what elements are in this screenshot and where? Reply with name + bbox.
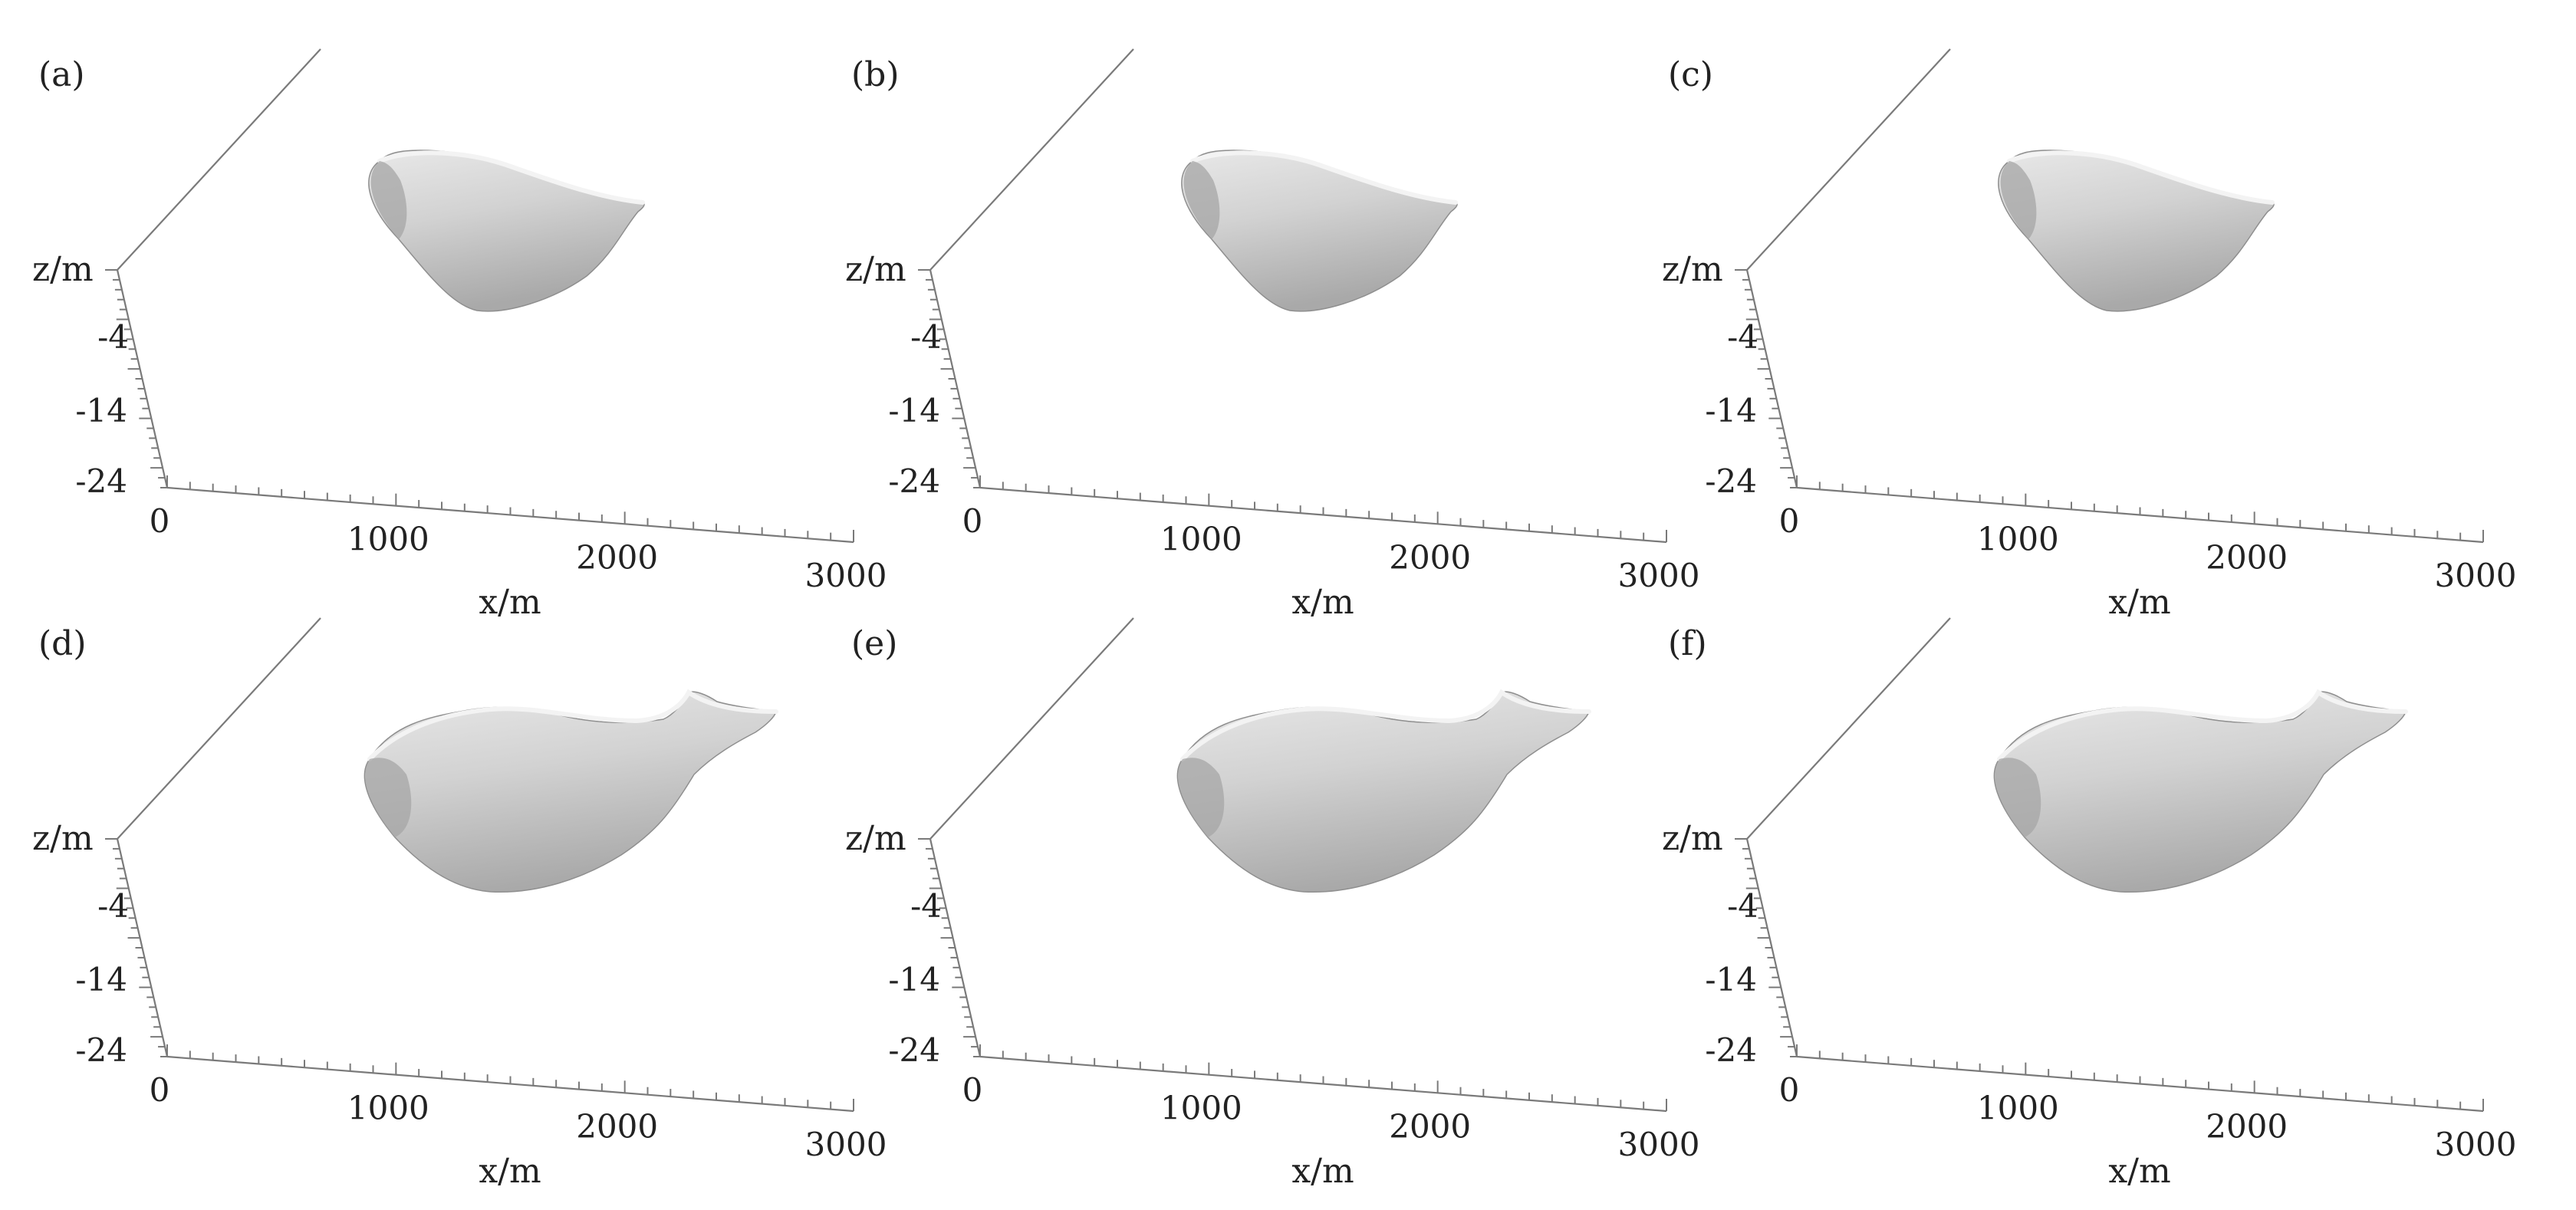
y-axis-line <box>117 617 321 840</box>
x-tick-label: 2000 <box>2206 538 2288 576</box>
x-tick-label: 3000 <box>805 557 887 594</box>
panel: (c) z/m-4 -14 -24 0 1000 2000 3000 x/m <box>1662 48 2517 622</box>
x-tick-label: 3000 <box>805 1126 887 1163</box>
z-tick-label: -4 <box>1727 318 1758 356</box>
z-tick-label: -4 <box>910 318 942 356</box>
y-axis-line <box>117 48 321 271</box>
panel: (f) z/m-4 -14 -24 0 1000 2000 3000 x/m <box>1662 617 2517 1191</box>
y-axis-line <box>1746 48 1951 271</box>
x-tick-label: 3000 <box>2435 557 2517 594</box>
y-axis-line <box>929 617 1134 840</box>
z-axis-label: z/m <box>845 819 906 858</box>
panel-label: (f) <box>1668 624 1707 663</box>
z-tick-label: -24 <box>1705 1031 1757 1069</box>
z-tick-label: -24 <box>75 462 127 500</box>
surface-shape <box>1176 689 1591 893</box>
z-tick-label: -24 <box>75 1031 127 1069</box>
x-axis-label: x/m <box>1291 1152 1354 1191</box>
x-axis-label: x/m <box>2108 583 2170 622</box>
x-axis-label: x/m <box>479 1152 541 1191</box>
x-tick-label: 0 <box>150 1071 170 1109</box>
y-axis-line <box>1746 617 1951 840</box>
panel: (a) z/m-4 -14 -24 0 1000 2000 3000 x/m <box>32 48 887 622</box>
x-tick-label: 0 <box>1779 1071 1800 1109</box>
surface-shape <box>368 150 645 312</box>
panel-label: (c) <box>1668 55 1713 94</box>
panel: (d) z/m-4 -14 -24 0 1000 2000 3000 x/m <box>32 617 887 1191</box>
x-axis-label: x/m <box>479 583 541 622</box>
z-tick-label: -14 <box>1705 392 1757 429</box>
z-tick-label: -14 <box>888 392 940 429</box>
x-tick-label: 1000 <box>1160 1090 1242 1127</box>
z-tick-label: -14 <box>75 961 127 998</box>
x-tick-label: 0 <box>150 502 170 540</box>
x-tick-label: 0 <box>1779 502 1800 540</box>
x-tick-label: 1000 <box>347 1090 429 1127</box>
x-tick-label: 2000 <box>576 538 658 576</box>
z-tick-label: -24 <box>1705 462 1757 500</box>
x-tick-label: 3000 <box>1618 557 1700 594</box>
surface-shape <box>1181 150 1458 312</box>
z-axis-label: z/m <box>1662 819 1723 858</box>
panel-label: (d) <box>38 624 87 663</box>
x-tick-label: 1000 <box>347 521 429 558</box>
x-tick-label: 3000 <box>1618 1126 1700 1163</box>
z-tick-label: -14 <box>75 392 127 429</box>
panel-label: (e) <box>851 624 897 663</box>
panel-label: (b) <box>851 55 900 94</box>
z-tick-label: -24 <box>888 1031 940 1069</box>
panel: (b) z/m-4 -14 -24 0 1000 2000 3000 x/m <box>845 48 1700 622</box>
x-tick-label: 2000 <box>1389 538 1471 576</box>
surface-shape <box>364 689 778 893</box>
z-tick-label: -4 <box>910 887 942 925</box>
z-axis-label: z/m <box>32 250 94 289</box>
x-axis-label: x/m <box>2108 1152 2170 1191</box>
z-tick-label: -4 <box>97 318 129 356</box>
z-tick-label: -4 <box>1727 887 1758 925</box>
x-tick-label: 3000 <box>2435 1126 2517 1163</box>
z-axis-label: z/m <box>32 819 94 858</box>
x-tick-label: 2000 <box>1389 1107 1471 1145</box>
panel: (e) z/m-4 -14 -24 0 1000 2000 3000 x/m <box>845 617 1700 1191</box>
surface-shape <box>1998 150 2275 312</box>
x-axis-label: x/m <box>1291 583 1354 622</box>
z-tick-label: -4 <box>97 887 129 925</box>
x-tick-label: 0 <box>962 1071 983 1109</box>
panel-label: (a) <box>38 55 85 94</box>
x-tick-label: 1000 <box>1977 521 2059 558</box>
x-tick-label: 2000 <box>576 1107 658 1145</box>
x-tick-label: 1000 <box>1160 521 1242 558</box>
y-axis-line <box>929 48 1134 271</box>
x-tick-label: 0 <box>962 502 983 540</box>
x-tick-label: 1000 <box>1977 1090 2059 1127</box>
surface-shape <box>1993 689 2408 893</box>
x-tick-label: 2000 <box>2206 1107 2288 1145</box>
z-tick-label: -24 <box>888 462 940 500</box>
z-tick-label: -14 <box>1705 961 1757 998</box>
z-axis-label: z/m <box>845 250 906 289</box>
z-tick-label: -14 <box>888 961 940 998</box>
z-axis-label: z/m <box>1662 250 1723 289</box>
